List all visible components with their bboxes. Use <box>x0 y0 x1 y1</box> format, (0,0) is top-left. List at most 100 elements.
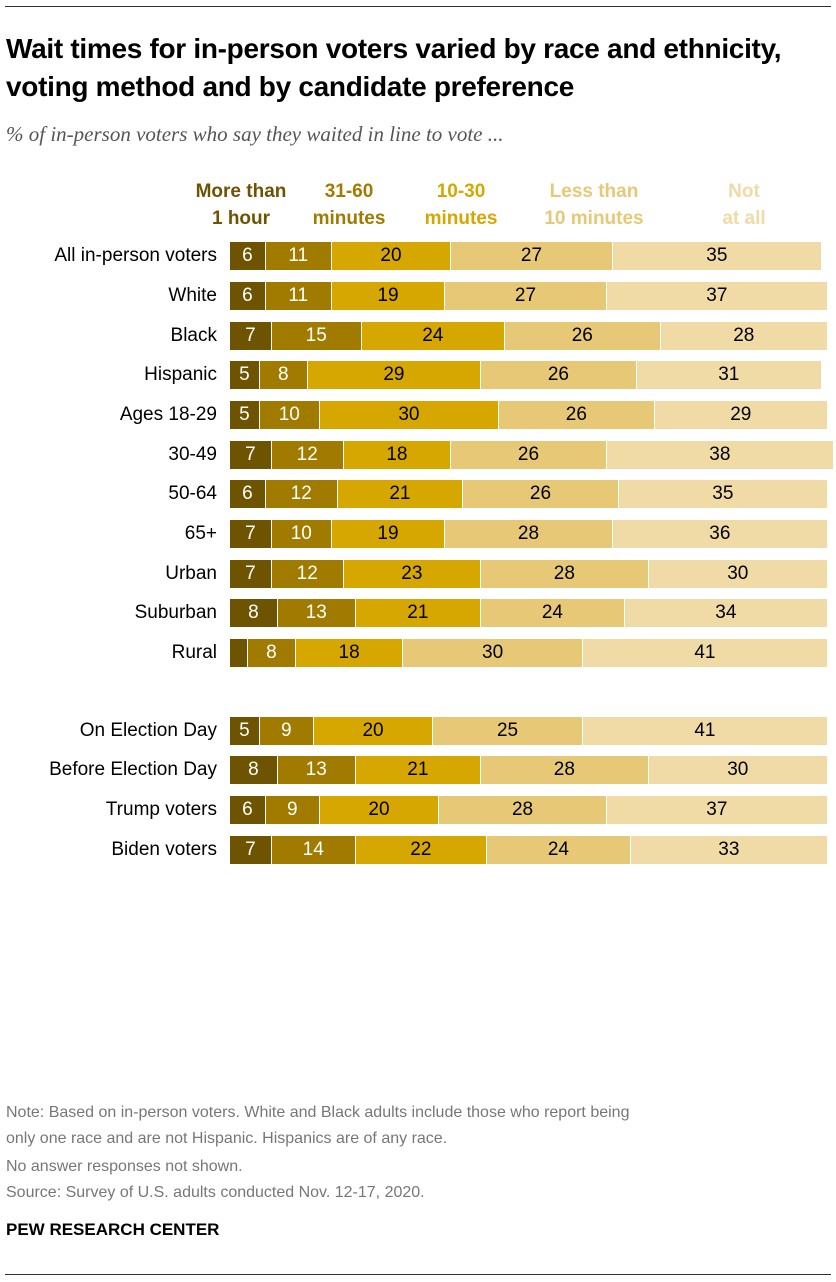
bar-segment: 13 <box>277 756 356 784</box>
bar-segment: 36 <box>612 519 828 548</box>
bar-segment: 30 <box>648 756 828 784</box>
bar-segment: 29 <box>307 361 482 389</box>
bar-segment: 31 <box>636 361 822 389</box>
data-label: 33 <box>718 838 740 860</box>
bar-segment: 5 <box>230 401 260 429</box>
source-line: Source: Survey of U.S. adults conducted … <box>6 1184 425 1201</box>
bar-segment: 25 <box>433 716 583 745</box>
bar-segment: 26 <box>463 480 619 508</box>
data-label: 18 <box>338 641 360 663</box>
bar-segment: 6 <box>230 480 266 508</box>
bar-segment: 10 <box>259 401 320 429</box>
data-label: 28 <box>733 324 755 346</box>
bar-segment: 7 <box>230 559 272 588</box>
data-label: 20 <box>380 245 402 266</box>
bar-segment: 20 <box>319 796 440 824</box>
legend-item: 31-60 minutes <box>313 178 386 232</box>
legend-line-1: Less than <box>549 181 639 202</box>
chart-subtitle: % of in-person voters who say they waite… <box>6 122 504 146</box>
bar-segment: 7 <box>230 440 272 469</box>
legend-item: Less than 10 minutes <box>544 178 643 232</box>
bar-segment: 41 <box>582 716 828 745</box>
bar-segment: 30 <box>648 559 828 588</box>
bar-segment: 22 <box>355 835 488 864</box>
data-label: 35 <box>712 483 734 504</box>
bar-segment: 9 <box>259 716 314 745</box>
data-label: 12 <box>290 483 312 504</box>
data-label: 36 <box>709 522 731 544</box>
data-label: 5 <box>239 404 250 425</box>
bar-segment: 27 <box>451 242 613 270</box>
data-label: 19 <box>377 522 399 544</box>
data-label: 26 <box>529 483 552 504</box>
bar-segment: 8 <box>230 599 278 627</box>
bar-segment: 35 <box>612 242 823 270</box>
data-label: 25 <box>496 719 519 741</box>
data-label: 12 <box>296 443 318 465</box>
bar-segment: 6 <box>230 282 266 310</box>
legend-line-2: minutes <box>312 208 386 229</box>
bottom-rule <box>5 1274 831 1275</box>
bar-segment: 6 <box>230 242 266 270</box>
bar-segment: 10 <box>271 519 332 548</box>
bar-segment: 26 <box>451 440 607 469</box>
data-label: 41 <box>694 719 716 741</box>
row-label: Suburban <box>134 602 217 623</box>
data-label: 6 <box>242 285 253 306</box>
data-label: 21 <box>407 602 429 623</box>
data-label: 5 <box>239 719 250 741</box>
data-label: 9 <box>281 719 292 741</box>
data-label: 24 <box>422 324 444 346</box>
bar-segment: 27 <box>445 282 607 310</box>
data-label: 24 <box>547 838 569 860</box>
data-label: 30 <box>727 562 749 584</box>
bar-segment: 8 <box>259 361 308 389</box>
data-label: 7 <box>245 562 256 584</box>
data-label: 27 <box>514 285 537 306</box>
row-label: Before Election Day <box>49 759 217 780</box>
bar-segment: 7 <box>230 519 272 548</box>
bar-segment: 12 <box>271 559 344 588</box>
bar-segment: 29 <box>654 401 828 429</box>
bar-segment: 35 <box>618 480 828 508</box>
bar-segment: 8 <box>247 638 296 667</box>
legend-line-1: More than <box>195 181 287 202</box>
bar-segment: 28 <box>660 321 828 350</box>
row-label: 30-49 <box>168 443 217 465</box>
data-label: 27 <box>520 245 543 266</box>
legend-line-2: at all <box>722 208 766 229</box>
data-label: 24 <box>541 602 563 623</box>
data-label: 14 <box>302 838 324 860</box>
bar-segment: 5 <box>230 716 260 745</box>
data-label: 7 <box>245 522 256 544</box>
bar-segment: 11 <box>265 242 332 270</box>
data-label: 11 <box>288 285 309 306</box>
data-label: 9 <box>286 799 298 820</box>
data-label: 28 <box>553 562 575 584</box>
bar-segment: 9 <box>265 796 320 824</box>
bar-segment <box>230 638 248 667</box>
row-label: White <box>168 285 217 306</box>
row-label: On Election Day <box>79 719 217 741</box>
bar-segment: 21 <box>355 599 482 627</box>
legend-item: 10-30 minutes <box>425 178 498 232</box>
bar-segment: 37 <box>606 796 828 824</box>
bar-segment: 28 <box>439 796 607 824</box>
data-label: 8 <box>248 759 259 780</box>
data-label: 21 <box>389 483 411 504</box>
bar-segment: 26 <box>481 361 637 389</box>
bar-segment: 26 <box>499 401 655 429</box>
bar-segment: 30 <box>403 638 583 667</box>
data-label: 8 <box>278 364 289 385</box>
row-label: Hispanic <box>144 364 217 385</box>
note-line-2: only one race and are not Hispanic. Hisp… <box>6 1130 448 1147</box>
bar-segment: 26 <box>505 321 661 350</box>
data-label: 8 <box>248 602 259 623</box>
legend-item: More than 1 hour <box>196 178 287 232</box>
bar-segment: 37 <box>606 282 828 310</box>
legend-line-2: 10 minutes <box>544 208 644 229</box>
data-label: 8 <box>266 641 277 663</box>
legend-item: Not at all <box>722 178 765 232</box>
data-label: 20 <box>362 719 384 741</box>
data-label: 21 <box>407 759 429 780</box>
